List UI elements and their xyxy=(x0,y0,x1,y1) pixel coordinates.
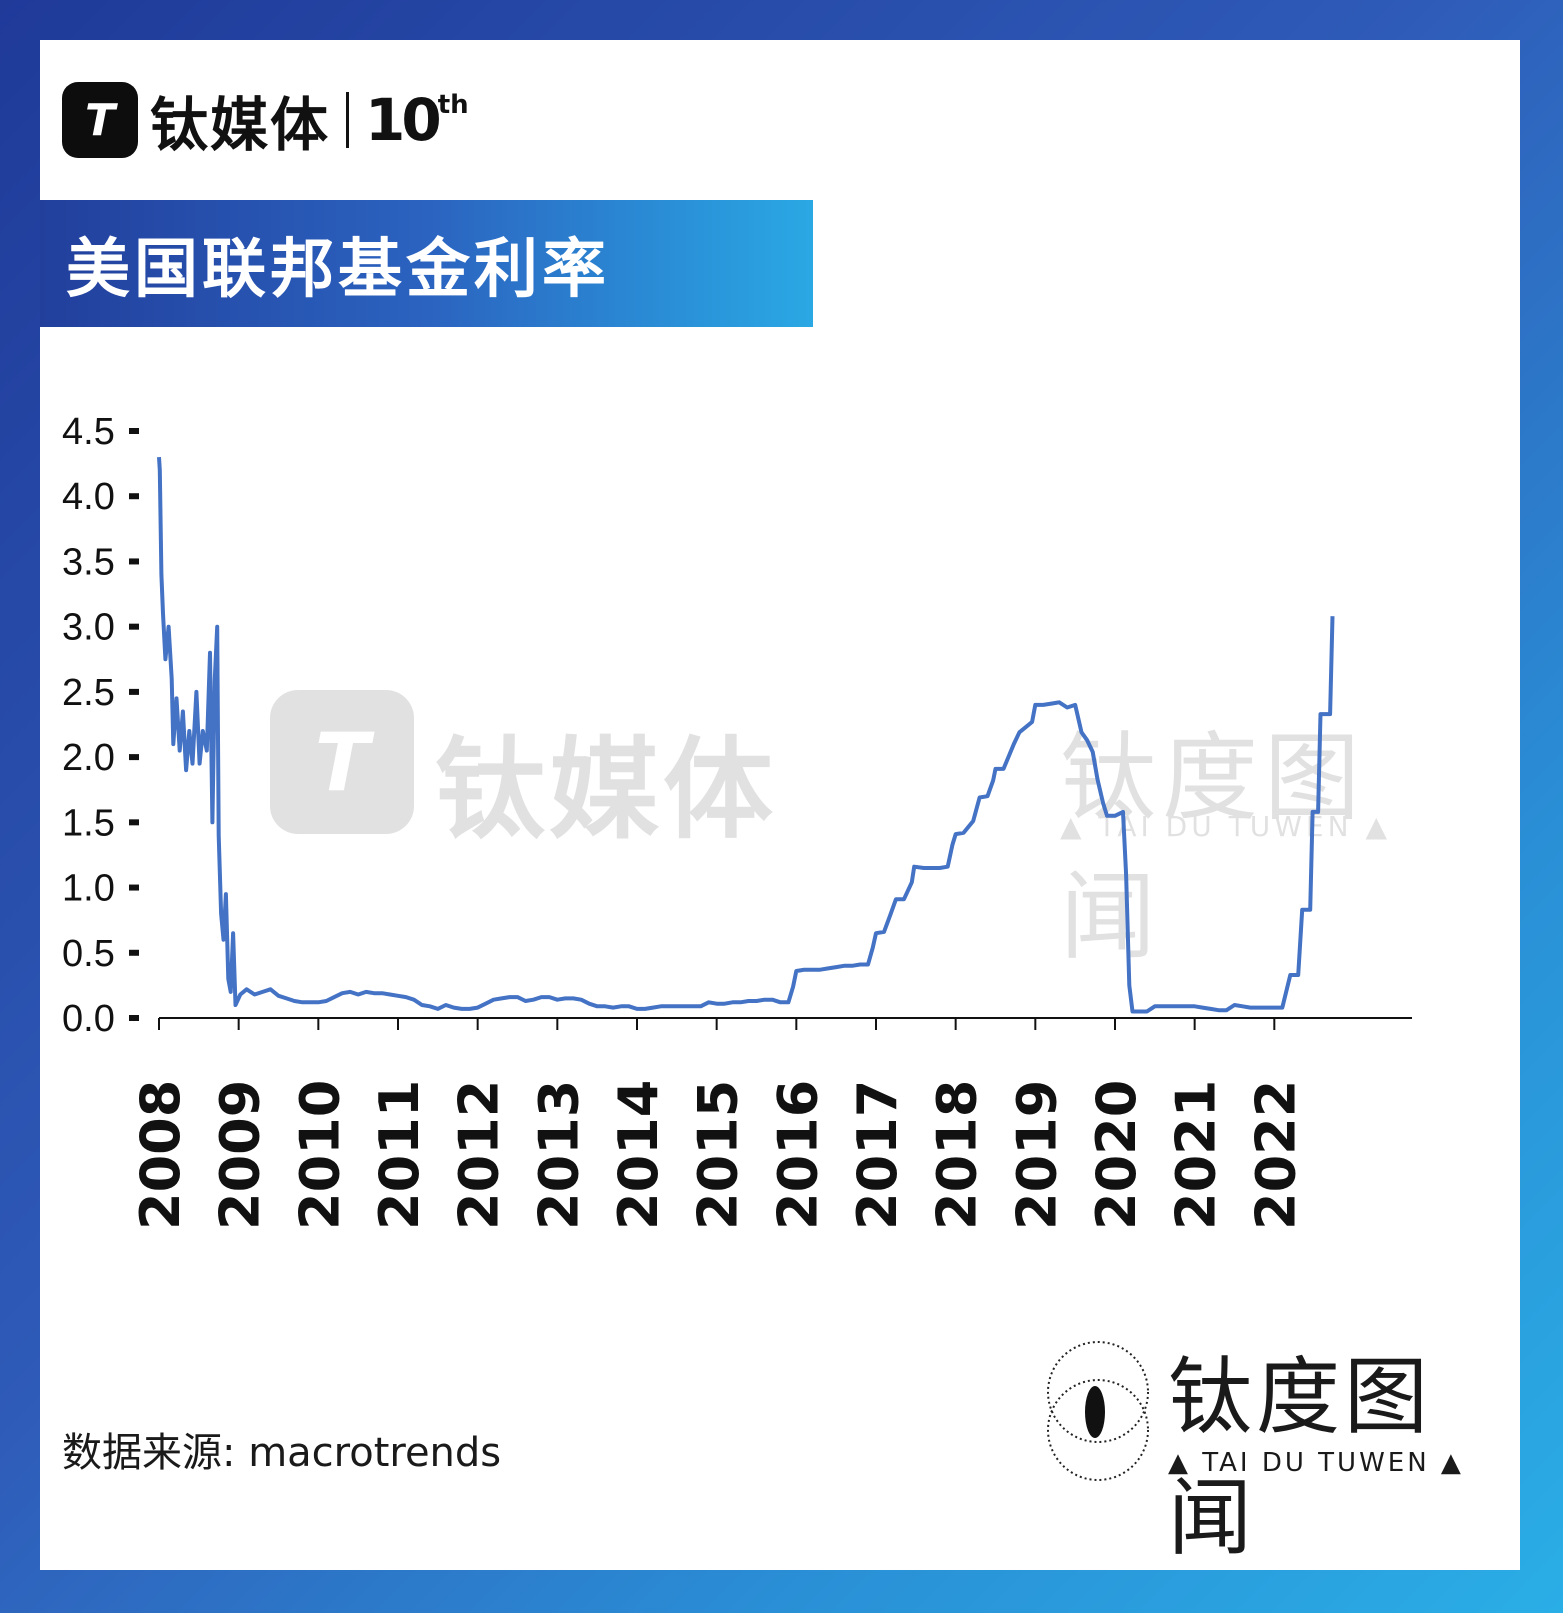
source-note: 数据来源: macrotrends xyxy=(62,1430,502,1476)
y-tick-label: 2.5 xyxy=(62,672,115,714)
y-tick-mark xyxy=(129,428,139,434)
brand-header: T 钛媒体 10th xyxy=(62,80,469,160)
y-tick-mark xyxy=(129,558,139,565)
y-tick-label: 3.5 xyxy=(62,541,115,583)
footer-brand: 钛度图闻 ▲ TAI DU TUWEN ▲ xyxy=(1040,1330,1480,1567)
y-tick-label: 0.5 xyxy=(62,933,115,975)
footer-sub: ▲ TAI DU TUWEN ▲ xyxy=(1168,1448,1464,1478)
y-tick-label: 4.0 xyxy=(62,476,115,518)
chart-card: T 钛媒体 10th 美国联邦基金利率 T 钛媒体 钛度图闻 ▲ TAI DU … xyxy=(40,40,1520,1570)
x-tick-label: 2017 xyxy=(846,1080,909,1230)
y-tick-mark xyxy=(129,819,139,826)
brand-logo-icon: T xyxy=(62,82,138,158)
x-tick-label: 2010 xyxy=(288,1080,351,1230)
y-tick-label: 3.0 xyxy=(62,607,115,649)
y-tick-mark xyxy=(129,688,139,695)
footer-name: 钛度图闻 xyxy=(1168,1348,1433,1567)
anniversary-suffix: th xyxy=(437,90,469,120)
y-tick-label: 1.0 xyxy=(62,868,115,910)
x-tick-label: 2018 xyxy=(926,1080,989,1230)
y-tick-mark xyxy=(129,949,139,956)
x-tick-label: 2014 xyxy=(607,1080,670,1230)
brand-divider xyxy=(346,92,350,148)
x-tick-label: 2016 xyxy=(766,1080,829,1230)
x-tick-label: 2022 xyxy=(1244,1080,1307,1230)
x-tick-label: 2009 xyxy=(209,1080,272,1230)
x-axis-ticks: 2008 2009 2010 2011 2012 2013 2014 2015 2016 2017… xyxy=(129,1018,1307,1230)
x-tick-label: 2020 xyxy=(1085,1080,1148,1230)
x-tick-label: 2019 xyxy=(1005,1080,1068,1230)
chart-title: 美国联邦基金利率 xyxy=(66,232,610,307)
y-tick-mark xyxy=(129,754,139,761)
brand-name: 钛媒体 xyxy=(150,91,331,159)
y-tick-mark xyxy=(129,884,139,891)
y-axis-ticks: 0.0 0.5 1.0 1.5 2.0 2.5 3.0 3.5 4.0 4.5 xyxy=(62,411,139,1040)
eye-logo-icon xyxy=(1047,1341,1149,1481)
x-tick-label: 2008 xyxy=(129,1080,192,1230)
x-tick-label: 2011 xyxy=(368,1080,431,1230)
y-tick-mark xyxy=(129,493,139,500)
y-tick-mark xyxy=(129,1015,139,1021)
x-tick-label: 2015 xyxy=(687,1080,750,1230)
series-line xyxy=(157,456,1335,1014)
y-tick-label: 0.0 xyxy=(62,998,115,1040)
title-banner: 美国联邦基金利率 xyxy=(40,200,813,327)
y-tick-label: 1.5 xyxy=(62,802,115,844)
line-chart: 0.00.51.01.52.02.53.03.54.04.5 2008 2009 2… xyxy=(62,411,1412,1230)
x-tick-label: 2021 xyxy=(1165,1080,1228,1230)
x-tick-label: 2013 xyxy=(527,1080,590,1230)
x-tick-label: 2012 xyxy=(448,1080,511,1230)
anniversary-badge: 10th xyxy=(365,86,469,154)
y-tick-mark xyxy=(129,623,139,630)
y-tick-label: 4.5 xyxy=(62,411,115,453)
y-tick-label: 2.0 xyxy=(62,737,115,779)
chart-series xyxy=(157,456,1335,1014)
